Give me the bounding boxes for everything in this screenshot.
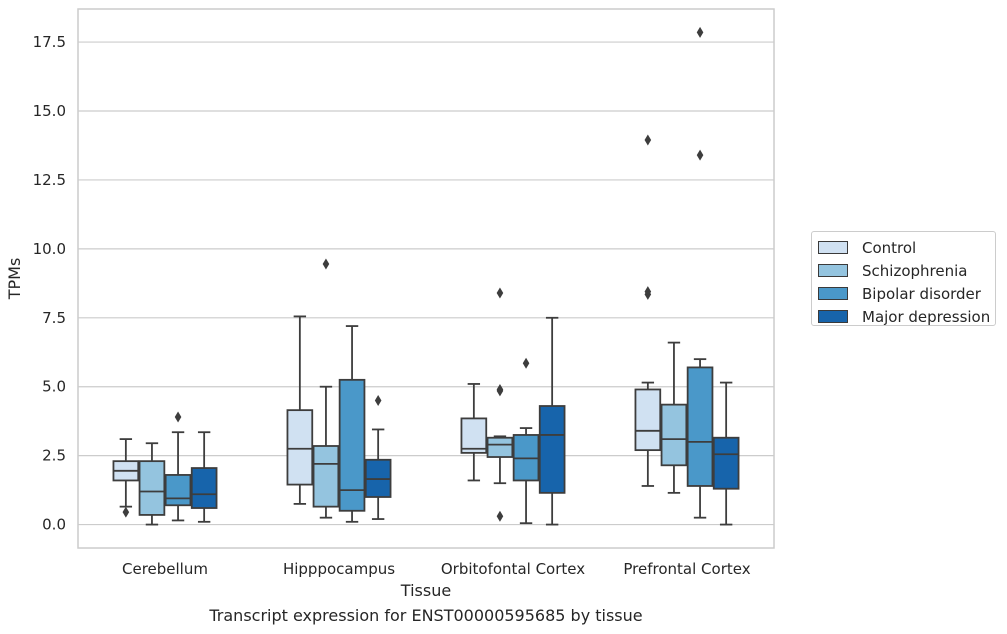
iqr-box (486, 436, 514, 458)
x-tick-label: Cerebellum (122, 560, 208, 578)
outlier-point (322, 258, 330, 270)
x-tick-label: Hipppocampus (283, 560, 395, 578)
box-layer (112, 26, 740, 526)
x-tick-label: Prefrontal Cortex (623, 560, 750, 578)
legend-item-control: Control (818, 236, 995, 259)
box-control (634, 134, 662, 487)
box-bipolar-disorder (338, 325, 366, 523)
x-tick-label: Orbitofontal Cortex (441, 560, 585, 578)
legend-label-major-depression: Major depression (862, 307, 991, 326)
outlier-point (696, 149, 704, 161)
box-schizophrenia (486, 287, 514, 522)
outlier-point (496, 510, 504, 522)
legend-swatch-bipolar-disorder (818, 287, 848, 300)
y-axis-title: TPMs (5, 258, 24, 301)
iqr-box (338, 378, 366, 512)
outlier-point (174, 411, 182, 423)
iqr-box (538, 405, 566, 494)
y-tick-label: 5.0 (42, 378, 66, 396)
legend-label-bipolar-disorder: Bipolar disorder (862, 284, 981, 303)
iqr-box (164, 474, 192, 507)
box-bipolar-disorder (164, 411, 192, 522)
box-major-depression (712, 381, 740, 526)
outlier-point (696, 26, 704, 38)
y-tick-label: 12.5 (33, 171, 66, 189)
y-tick-label: 7.5 (42, 309, 66, 327)
box-major-depression (364, 394, 392, 520)
legend-label-control: Control (862, 238, 917, 257)
legend-swatch-control (818, 241, 848, 254)
box-schizophrenia (312, 258, 340, 519)
box-major-depression (190, 431, 218, 523)
iqr-box (712, 436, 740, 490)
legend-label-schizophrenia: Schizophrenia (862, 261, 968, 280)
iqr-box (660, 403, 688, 467)
iqr-box (312, 445, 340, 508)
y-tick-label: 10.0 (33, 240, 66, 258)
outlier-point (374, 394, 382, 406)
grid-lines (78, 41, 774, 526)
iqr-box (460, 417, 488, 454)
outlier-point (122, 506, 130, 518)
box-schizophrenia (660, 341, 688, 494)
iqr-box (286, 409, 314, 486)
iqr-box (634, 388, 662, 452)
outlier-point (522, 357, 530, 369)
axis-layer: 0.0 2.5 5.0 7.5 10.0 12.5 15.0 17.5 Cerebellum Hi… (33, 33, 751, 578)
y-tick-label: 17.5 (33, 33, 66, 51)
y-tick-label: 0.0 (42, 516, 66, 534)
outlier-point (644, 286, 652, 298)
outlier-point (496, 385, 504, 397)
y-tick-label: 2.5 (42, 447, 66, 465)
box-control (112, 438, 140, 518)
outlier-point (496, 287, 504, 299)
box-control (286, 315, 314, 505)
box-major-depression (538, 316, 566, 526)
iqr-box (686, 366, 714, 487)
legend-item-bipolar-disorder: Bipolar disorder (818, 282, 995, 305)
iqr-box (138, 460, 166, 516)
box-schizophrenia (138, 442, 166, 526)
legend: Control Schizophrenia Bipolar disorder M… (811, 231, 996, 326)
legend-item-schizophrenia: Schizophrenia (818, 259, 995, 282)
box-control (460, 383, 488, 482)
legend-swatch-major-depression (818, 310, 848, 323)
x-axis-title: Tissue (400, 581, 451, 600)
y-tick-label: 15.0 (33, 102, 66, 120)
plot-frame (77, 8, 775, 549)
box-bipolar-disorder (686, 26, 714, 519)
outlier-point (644, 134, 652, 146)
legend-swatch-schizophrenia (818, 264, 848, 277)
chart-caption: Transcript expression for ENST0000059568… (209, 606, 643, 625)
iqr-box (190, 467, 218, 509)
legend-item-major-depression: Major depression (818, 305, 995, 328)
box-bipolar-disorder (512, 357, 540, 525)
